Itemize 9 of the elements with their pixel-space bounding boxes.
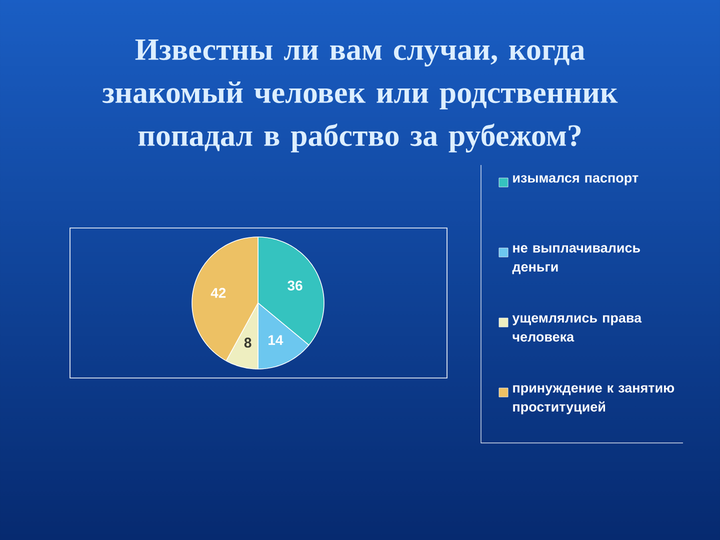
legend-label: изымался паспорт — [513, 175, 638, 186]
data-label: 8 — [244, 338, 252, 348]
legend-label: не выплачивались деньги — [512, 245, 640, 274]
legend-label: принуждение к занятию проституцией — [513, 385, 674, 414]
chart-title: Известны ли вам случаи, когда знакомый человек или родственник попадал в рабство за рубежом? — [102, 39, 618, 152]
legend-label: ущемлялись права человека — [512, 315, 642, 342]
data-label: 14 — [268, 335, 284, 345]
data-label: 42 — [210, 288, 226, 298]
data-label: 36 — [288, 280, 302, 291]
